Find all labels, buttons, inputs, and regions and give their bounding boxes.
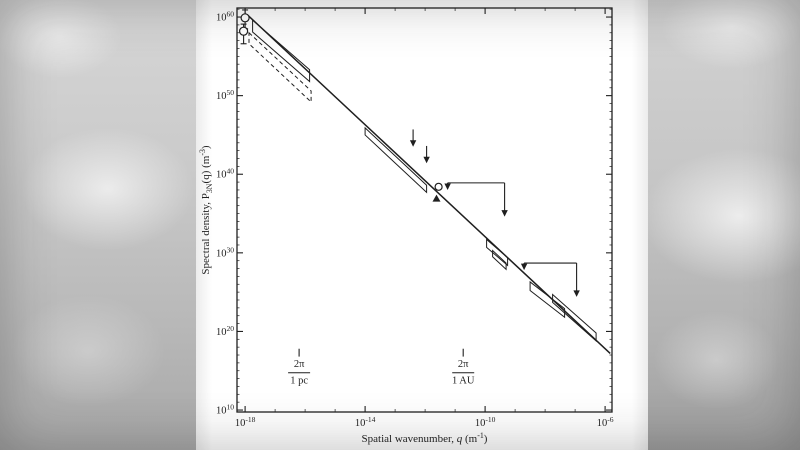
figure-page: 10-18 10-14 10-10 10-6 1010 1020 1030 1040 1050 1… [196,0,648,450]
dashed-range-box [248,31,312,104]
range-bracket-end-arrow-head [501,210,508,217]
x-tick-label: 10-10 [475,415,496,429]
upper-limit-arrow-head [409,140,417,147]
upper-limit-arrow-head [423,156,430,164]
x-tick-label: 10-14 [355,415,376,429]
solid-range-box [364,126,428,194]
background-right-gray [648,0,800,450]
scale-marker-denominator: 1 pc [290,375,308,386]
y-tick-label: 1010 [216,403,234,417]
marker-circle [434,182,443,191]
x-tick-label: 10-6 [597,415,614,429]
y-tick-label: 1060 [216,10,234,24]
scale-marker-denominator: 1 AU [452,375,475,386]
solid-range-box [492,249,507,271]
x-axis-title: Spatial wavenumber, q (m-1) [362,431,488,445]
y-axis-title: Spectral density, P3N(q) (m-3) [198,145,214,275]
data-point-circle [240,13,250,23]
y-tick-label: 1030 [216,245,234,259]
solid-range-box [529,280,566,319]
range-bracket-start-arrow-head [520,263,528,271]
loglog-spectral-density-chart: 10-18 10-14 10-10 10-6 1010 1020 1030 1040 1050 1… [198,7,614,445]
scale-marker-numerator: 2π [458,359,469,370]
range-bracket-start-arrow-head [444,183,451,190]
plot-frame [236,7,613,413]
y-tick-label: 1040 [216,167,234,181]
y-tick-label: 1050 [216,88,234,102]
kolmogorov-power-law-line [246,14,611,354]
scale-marker-numerator: 2π [294,359,305,370]
data-point-circle [238,26,249,36]
solid-range-box [252,19,311,83]
range-bracket-end-arrow-head [573,290,580,297]
x-tick-label: 10-18 [235,415,256,429]
y-tick-label: 1020 [216,324,234,338]
marker-filled-triangle [432,194,441,202]
background-left-gray [0,0,196,450]
